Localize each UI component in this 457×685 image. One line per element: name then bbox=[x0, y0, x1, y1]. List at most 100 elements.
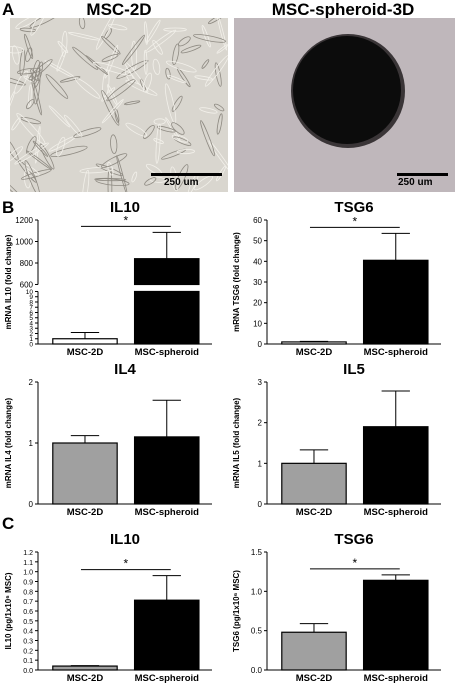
cell-shape bbox=[73, 127, 102, 138]
y-tick-label: 2 bbox=[29, 331, 33, 338]
y-tick-label: 1 bbox=[29, 439, 34, 448]
spheroid bbox=[293, 36, 401, 144]
x-tick-label: MSC-spheroid bbox=[364, 673, 429, 684]
y-tick-label: 60 bbox=[253, 216, 262, 225]
y-tick-label: 2 bbox=[29, 378, 34, 387]
y-tick-label: 2 bbox=[258, 419, 263, 428]
x-tick-label: MSC-2D bbox=[296, 507, 333, 518]
y-tick-label: 1.0 bbox=[23, 570, 33, 577]
cell-shape bbox=[11, 45, 20, 65]
cell-shape bbox=[171, 95, 183, 112]
cell-shape bbox=[110, 134, 118, 154]
cell-shape bbox=[153, 138, 164, 144]
y-tick-label: 0.4 bbox=[23, 629, 33, 636]
cell-shape bbox=[61, 30, 68, 57]
cell-shape bbox=[142, 72, 152, 93]
cell-shape bbox=[68, 32, 101, 41]
cell-shape bbox=[125, 122, 148, 137]
y-tick-label: 5 bbox=[29, 315, 33, 322]
cell-shape bbox=[32, 59, 41, 85]
cell-shape bbox=[28, 59, 53, 81]
cell-shape bbox=[24, 33, 34, 59]
y-tick-label: 0.7 bbox=[23, 599, 33, 606]
cell-shape bbox=[208, 140, 228, 174]
y-tick-label: 0.5 bbox=[251, 627, 263, 636]
cell-shape bbox=[95, 178, 130, 186]
photo-background bbox=[10, 18, 228, 192]
chart-title: IL10 bbox=[110, 531, 140, 548]
cell-shape bbox=[144, 21, 148, 45]
cell-shape bbox=[142, 124, 155, 139]
cell-shape bbox=[45, 74, 69, 99]
cell-shape bbox=[145, 29, 177, 53]
y-tick-label: 40 bbox=[253, 257, 262, 266]
il4-mrna-chart: 0 1 2 MSC-2D MSC-spheroid IL4 mRNA IL4 (fold c… bbox=[4, 361, 212, 518]
cell-shape bbox=[59, 76, 81, 83]
bar-MSC-spheroid bbox=[362, 259, 429, 345]
cell-shape bbox=[101, 53, 119, 63]
cell-shape bbox=[107, 166, 113, 192]
bar-MSC-2D bbox=[52, 338, 118, 345]
cell-shape bbox=[167, 74, 186, 84]
cell-shape bbox=[10, 90, 16, 115]
cell-shape bbox=[194, 75, 213, 81]
y-tick-label: 10 bbox=[253, 319, 262, 328]
scale-bar-left bbox=[151, 173, 222, 176]
cell-shape bbox=[155, 123, 161, 164]
cell-shape bbox=[125, 80, 158, 96]
significance-star: * bbox=[124, 213, 129, 227]
chart-title: IL5 bbox=[343, 361, 365, 378]
scale-bar-label-left: 250 um bbox=[164, 177, 199, 188]
y-tick-label: 0.0 bbox=[251, 666, 263, 675]
y-tick-label: 50 bbox=[253, 237, 262, 246]
cell-shape bbox=[178, 36, 191, 47]
cell-shape bbox=[34, 125, 41, 164]
cell-shape bbox=[33, 61, 43, 88]
cell-shape bbox=[216, 113, 223, 135]
cell-shape bbox=[29, 18, 64, 28]
bar-MSC-spheroid bbox=[133, 599, 200, 671]
y-tick-label: 20 bbox=[253, 299, 262, 308]
cell-shape bbox=[114, 108, 120, 123]
x-tick-label: MSC-spheroid bbox=[364, 347, 429, 358]
y-tick-label: 0 bbox=[258, 340, 263, 349]
cell-shape bbox=[25, 47, 33, 62]
y-tick-label: 600 bbox=[20, 280, 34, 289]
significance-star: * bbox=[353, 214, 358, 228]
cell-shape bbox=[11, 117, 21, 131]
cell-shape bbox=[56, 50, 66, 72]
cell-shape bbox=[144, 177, 157, 186]
bar-MSC-2D bbox=[52, 665, 118, 671]
y-tick-label: 1.1 bbox=[23, 560, 33, 567]
cell-shape bbox=[156, 125, 176, 133]
cell-shape bbox=[28, 84, 32, 108]
y-tick-label: 10 bbox=[26, 289, 34, 296]
cell-shape bbox=[75, 77, 101, 99]
cell-shape bbox=[163, 27, 187, 32]
bar-MSC-spheroid bbox=[133, 290, 200, 345]
cell-shape bbox=[199, 107, 218, 114]
bar-MSC-2D bbox=[281, 462, 347, 505]
cell-shape bbox=[101, 35, 121, 55]
y-tick-label: 7 bbox=[29, 305, 33, 312]
y-tick-label: 0.3 bbox=[23, 639, 33, 646]
cell-shape bbox=[214, 103, 225, 112]
cell-shape bbox=[152, 58, 161, 75]
cell-shape bbox=[193, 175, 213, 191]
x-tick-label: MSC-spheroid bbox=[135, 347, 200, 358]
cell-shape bbox=[56, 136, 66, 157]
significance-star: * bbox=[353, 556, 358, 570]
y-tick-label: 1000 bbox=[15, 237, 33, 246]
y-tick-label: 3 bbox=[29, 326, 33, 333]
y-tick-label: 0 bbox=[29, 500, 34, 509]
y-tick-label: 1.0 bbox=[251, 587, 263, 596]
bar-MSC-2D bbox=[281, 631, 347, 671]
msc-2d-cells-image bbox=[10, 18, 228, 192]
bar-MSC-spheroid bbox=[133, 436, 200, 505]
cell-shape bbox=[10, 46, 25, 54]
cell-shape bbox=[215, 165, 227, 182]
chart-title: IL10 bbox=[110, 199, 140, 216]
cell-shape bbox=[165, 67, 171, 80]
cell-shape bbox=[23, 75, 36, 83]
bar-MSC-spheroid bbox=[362, 426, 429, 505]
